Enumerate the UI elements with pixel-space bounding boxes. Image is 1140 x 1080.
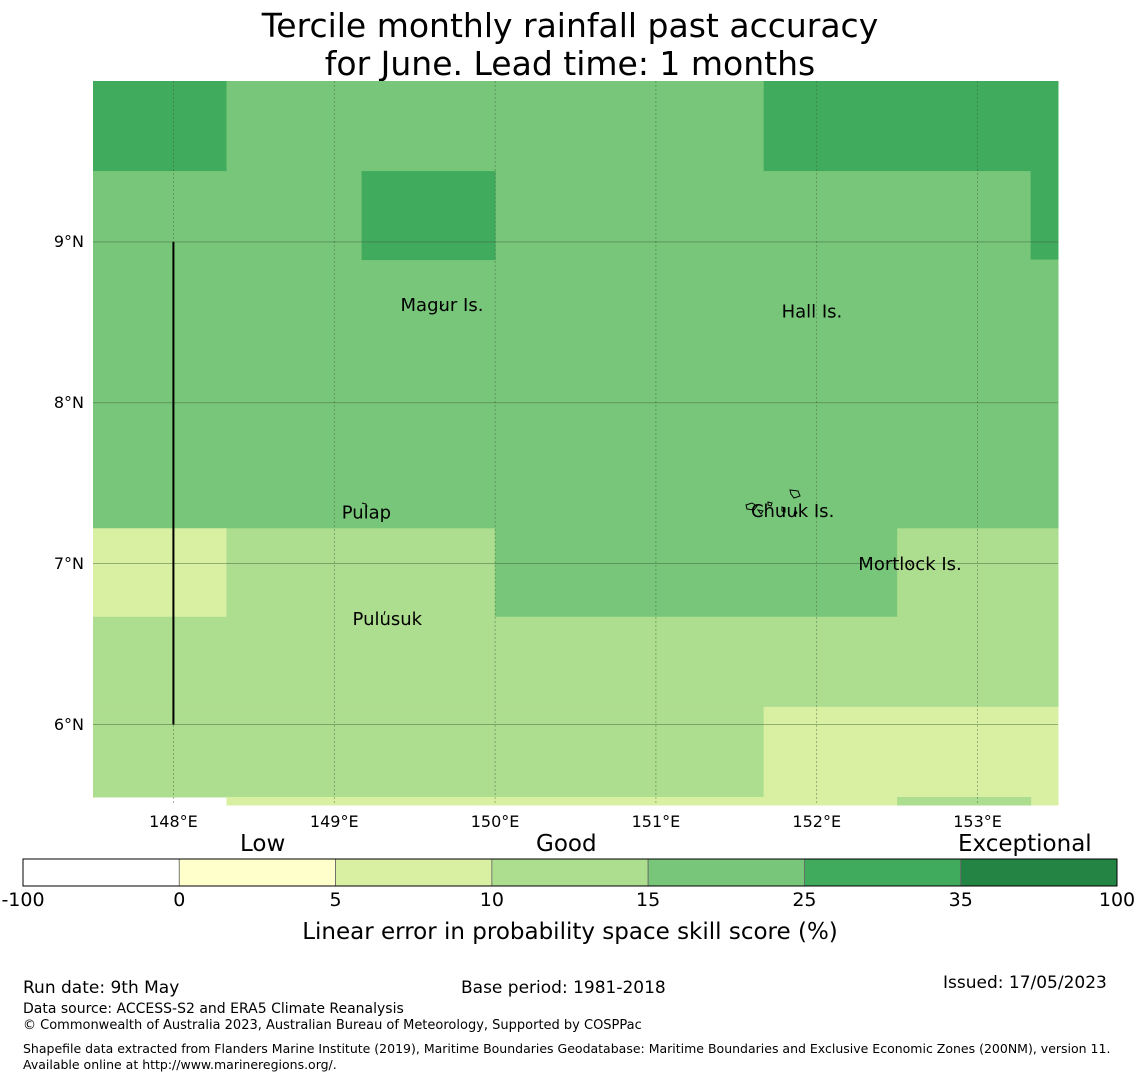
data-source: Data source: ACCESS-S2 and ERA5 Climate … <box>23 1001 404 1017</box>
skill-cell <box>897 796 1032 806</box>
island-outlines <box>361 303 912 616</box>
colorbar-tick-label: -100 <box>1 889 45 911</box>
place-labels: Magur Is. Hall Is. Pulap Chuuk Is. Mortlock … <box>342 295 962 630</box>
lat-tick-label: 8°N <box>53 392 84 412</box>
colorbar-label: Linear error in probability space skill … <box>302 919 838 945</box>
colorbar-segment <box>491 858 649 887</box>
skill-cell <box>93 616 1059 708</box>
magur-island-outline <box>439 303 445 310</box>
pulap-island-outline <box>361 502 368 508</box>
colorbar-frame <box>22 858 1118 887</box>
colorbar-tick-label: 0 <box>173 889 186 911</box>
skill-cell <box>93 706 765 798</box>
lat-tick-label: 9°N <box>53 231 84 251</box>
run-date: Run date: 9th May <box>23 978 180 998</box>
colorbar-segment <box>647 858 805 887</box>
lon-tick-label: 150°E <box>470 812 520 831</box>
place-label: Hall Is. <box>782 302 843 323</box>
skill-cell <box>93 81 227 172</box>
lon-tick-label: 151°E <box>631 812 681 831</box>
lon-tick-label: 153°E <box>953 812 1002 831</box>
skill-cell <box>93 171 1032 529</box>
colorbar-segment <box>804 858 962 887</box>
colorbar-tick-label: 5 <box>329 889 342 911</box>
lon-tick-label: 149°E <box>309 812 359 831</box>
colorbar-segment <box>178 858 336 887</box>
skill-cell <box>93 528 227 618</box>
base-period: Base period: 1981-2018 <box>461 978 666 998</box>
skill-cell <box>763 706 1059 806</box>
colorbar-segment <box>960 858 1118 887</box>
skill-cell <box>1030 259 1059 529</box>
colorbar-tick-label: 35 <box>948 889 973 911</box>
lon-tick-label: 152°E <box>792 812 842 831</box>
copyright: © Commonwealth of Australia 2023, Austra… <box>23 1018 642 1033</box>
place-label: Pulap <box>342 503 391 524</box>
colorbar-tick-label: 25 <box>792 889 817 911</box>
skill-cell <box>226 528 496 618</box>
chart-title-line2: for June. Lead time: 1 months <box>324 44 816 83</box>
colorbar-segment <box>335 858 493 887</box>
place-label: Pulusuk <box>353 609 423 630</box>
colorbar-segment <box>22 858 180 887</box>
lat-tick-label: 7°N <box>53 553 84 573</box>
colorbar-tick-label: 15 <box>636 889 661 911</box>
colorbar-category-low: Low <box>240 831 286 857</box>
colorbar-tick-label: 100 <box>1098 889 1136 911</box>
colorbar <box>22 858 1118 887</box>
chuuk-lagoon-outline <box>745 489 801 517</box>
chart-title-line1: Tercile monthly rainfall past accuracy <box>261 6 879 45</box>
colorbar-tick-label: 10 <box>479 889 504 911</box>
skill-cell <box>763 81 1059 172</box>
colorbar-category-good: Good <box>536 831 597 857</box>
place-label: Magur Is. <box>401 295 484 316</box>
skill-cell <box>361 171 496 261</box>
issued-date: Issued: 17/05/2023 <box>943 973 1107 993</box>
skill-cell <box>1030 171 1059 261</box>
shapefile-note: Shapefile data extracted from Flanders M… <box>23 1041 1111 1072</box>
place-label: Mortlock Is. <box>858 554 961 575</box>
pulusuk-island-outline <box>383 610 386 616</box>
colorbar-category-exceptional: Exceptional <box>958 831 1092 857</box>
mortlock-island-outline <box>908 562 912 567</box>
place-label: Chuuk Is. <box>751 501 834 522</box>
lat-tick-label: 6°N <box>53 714 84 734</box>
skill-cells <box>93 81 1059 806</box>
lon-tick-label: 148°E <box>149 812 198 831</box>
skill-cell <box>495 528 898 618</box>
